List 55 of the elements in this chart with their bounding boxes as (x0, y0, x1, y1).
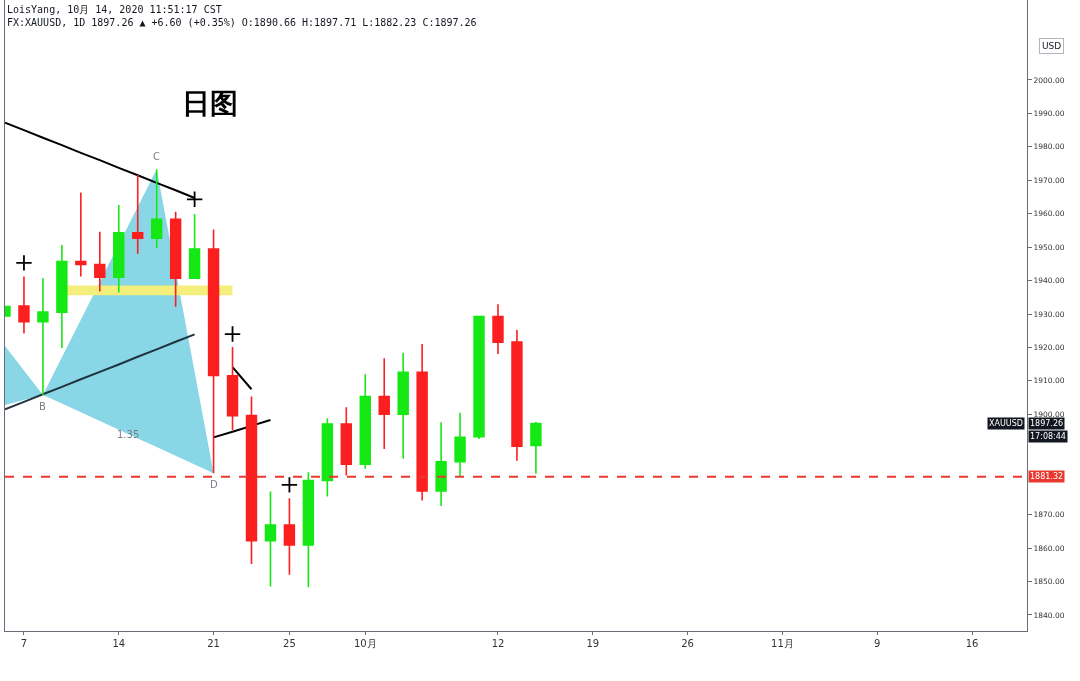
candlestick (264, 490, 277, 588)
candlestick (321, 417, 334, 498)
x-tick-label: 19 (586, 638, 600, 649)
annotation: FX:XAUUSD, 1D 1897.26 ▲ +6.60 (+0.35%) O:1890.66 H:1897.71 L:1882.23 C:1897.26 (7, 17, 477, 28)
point (15, 254, 33, 272)
annotation: XAUUSD (989, 419, 1023, 428)
x-tick-label: 14 (112, 638, 126, 649)
candlestick (511, 329, 523, 462)
point (223, 325, 242, 343)
annotation: C (153, 151, 160, 162)
candlestick (454, 411, 466, 477)
x-tick-label: 7 (20, 638, 28, 649)
candlestick (340, 406, 353, 477)
x-tick-label: 9 (874, 638, 881, 649)
y-axis-title: USD (1042, 41, 1062, 51)
candlestick (283, 497, 296, 576)
x-tick-label: 11月 (771, 638, 794, 649)
candlestick (18, 275, 30, 335)
candlestick (302, 471, 315, 588)
candlestick (245, 395, 258, 565)
text: 17:08:44 (1030, 432, 1066, 441)
text: 日图 (182, 86, 238, 120)
text: 1897.26 (1030, 419, 1064, 428)
candlestick (473, 315, 485, 440)
x-tick-label: 10月 (353, 638, 377, 649)
candlestick (113, 204, 125, 294)
candlestick (56, 244, 68, 349)
annotation: B (39, 401, 46, 412)
point (280, 476, 299, 494)
candlestick (435, 421, 447, 507)
candlestick (492, 303, 504, 355)
candlestick (150, 168, 163, 249)
candlestick (37, 277, 49, 396)
candlestick (378, 357, 390, 450)
candlestick (188, 213, 201, 280)
x-tick-label: 21 (207, 638, 220, 649)
candlestick (397, 351, 409, 460)
ref-line-label: 1881.32 (1030, 472, 1064, 481)
candlestick (169, 210, 182, 308)
x-tick-label: 16 (965, 638, 979, 649)
chart-subtitle: LoisYang, 10月 14, 2020 11:51:17 CST (7, 4, 222, 15)
point (186, 190, 204, 208)
candlestick (359, 373, 371, 470)
line-series (5, 333, 196, 411)
candlestick (530, 421, 542, 475)
x-tick-label: 26 (681, 638, 694, 649)
candlestick (207, 228, 220, 474)
candlestick (226, 346, 239, 431)
candlestick (416, 343, 428, 502)
candlestick (75, 191, 87, 278)
x-tick-label: 25 (283, 638, 296, 649)
x-tick-label: 12 (491, 638, 505, 649)
candlestick (94, 230, 106, 293)
annotation: D (210, 479, 218, 490)
candlestick (132, 174, 144, 255)
